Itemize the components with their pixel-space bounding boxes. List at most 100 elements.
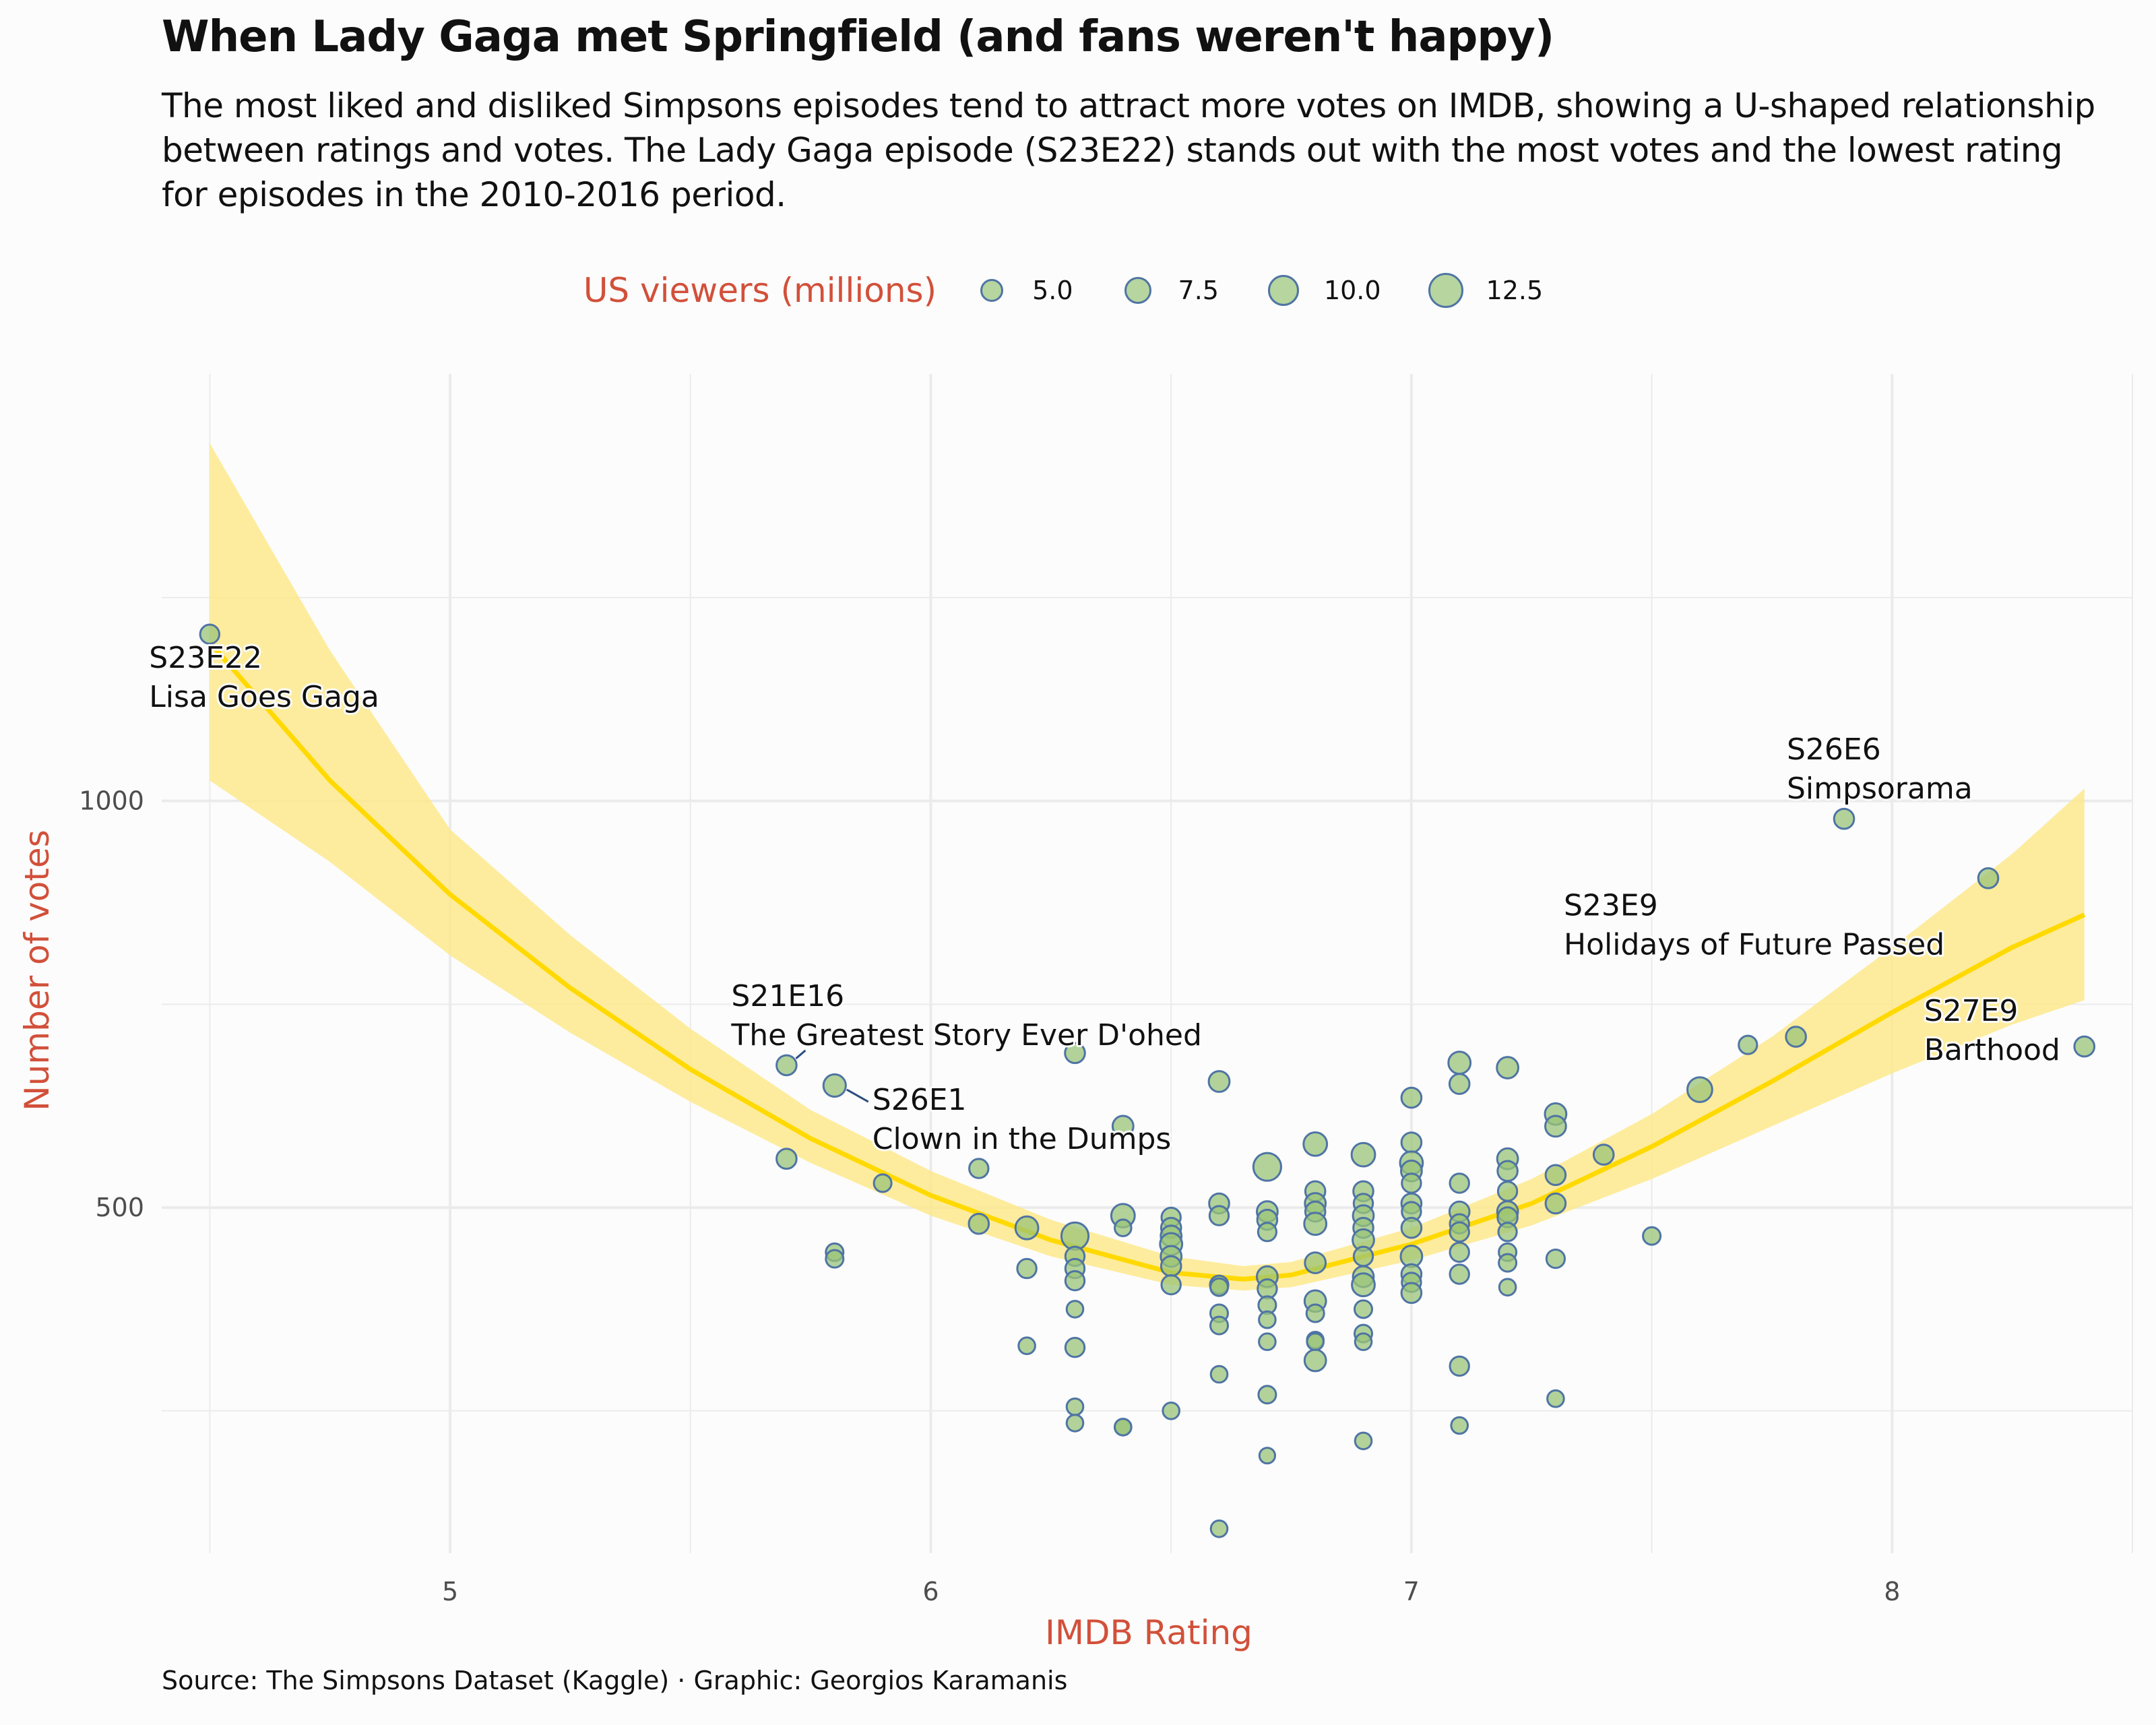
data-point (1258, 1447, 1277, 1465)
data-point (1497, 1222, 1518, 1243)
data-point (1258, 1332, 1277, 1351)
data-point (1544, 1164, 1567, 1187)
data-point (873, 1173, 893, 1193)
data-point (1258, 1310, 1277, 1329)
data-point (1544, 1192, 1567, 1215)
data-point (775, 1148, 798, 1170)
annotation-episode-name: Simpsorama (1787, 772, 1973, 806)
data-point (1350, 1141, 1376, 1168)
annotation-episode-code: S23E22 (149, 641, 262, 675)
data-point (1064, 1270, 1086, 1292)
x-tick-label: 6 (922, 1577, 939, 1606)
source-caption: Source: The Simpsons Dataset (Kaggle) · … (162, 1666, 1068, 1695)
data-point (1064, 1042, 1086, 1065)
annotation-episode-code: S21E16 (731, 979, 844, 1013)
data-point (1401, 1172, 1422, 1194)
legend-circle (1267, 275, 1299, 306)
data-point (1208, 1205, 1230, 1226)
annotation-episode-name: Lisa Goes Gaga (149, 680, 379, 714)
data-point (968, 1212, 990, 1235)
data-point (1400, 1086, 1423, 1109)
annotation-episode-code: S26E1 (873, 1083, 967, 1117)
data-point (1738, 1034, 1758, 1055)
data-point (1114, 1218, 1133, 1237)
data-point (1449, 1355, 1470, 1377)
data-point (1448, 1073, 1471, 1095)
legend-circle (980, 279, 1004, 302)
annotation-episode-name: Barthood (1924, 1033, 2060, 1067)
data-point (1209, 1519, 1229, 1538)
data-point (1209, 1365, 1229, 1384)
annotation-episode-code: S26E6 (1787, 732, 1881, 767)
data-point (1304, 1251, 1327, 1274)
data-point (1160, 1274, 1182, 1296)
data-point (968, 1158, 990, 1179)
data-point (822, 1073, 847, 1098)
data-point (1785, 1026, 1807, 1048)
chart-title: When Lady Gaga met Springfield (and fans… (162, 12, 1554, 62)
data-point (2073, 1035, 2095, 1058)
data-point (1354, 1299, 1373, 1319)
data-point (1016, 1257, 1038, 1280)
x-tick-label: 8 (1884, 1577, 1900, 1606)
data-point (1592, 1143, 1615, 1166)
data-point (1400, 1216, 1423, 1239)
data-point (1351, 1272, 1376, 1298)
x-tick-label: 5 (442, 1577, 458, 1606)
data-point (1209, 1315, 1229, 1336)
data-point (1209, 1277, 1229, 1297)
label-leader-lines (795, 1049, 869, 1103)
leader-line (846, 1088, 869, 1103)
data-point (1017, 1336, 1036, 1355)
data-point (1545, 1249, 1566, 1269)
data-point (1160, 1255, 1182, 1278)
y-tick-label: 1000 (79, 786, 144, 816)
data-point (1303, 1212, 1328, 1236)
data-point (1977, 867, 2000, 889)
data-point (1305, 1303, 1325, 1323)
data-point (1544, 1115, 1567, 1138)
data-point (1642, 1226, 1662, 1246)
annotation-episode-name: Holidays of Future Passed (1564, 927, 1944, 962)
data-point (1306, 1332, 1325, 1351)
data-point (1207, 1070, 1231, 1093)
legend-label: 10.0 (1323, 276, 1381, 305)
data-point (1449, 1221, 1470, 1243)
y-tick-label: 500 (95, 1193, 144, 1222)
data-point (1162, 1402, 1180, 1420)
data-points (199, 623, 2095, 1538)
x-axis-title: IMDB Rating (1045, 1613, 1253, 1652)
legend-item: 10.0 (1262, 269, 1411, 312)
legend-item: 7.5 (1116, 269, 1248, 312)
confidence-ribbon (210, 443, 2085, 1291)
data-point (1496, 1160, 1519, 1183)
data-point (1449, 1263, 1470, 1285)
data-point (1060, 1221, 1090, 1251)
data-point (1498, 1278, 1517, 1297)
y-axis-title: Number of votes (18, 829, 57, 1110)
data-point (825, 1249, 845, 1269)
data-point (1111, 1115, 1135, 1138)
data-point (1303, 1348, 1327, 1373)
data-point (1354, 1431, 1373, 1451)
legend-circle (1428, 273, 1463, 308)
data-point (1252, 1152, 1283, 1182)
data-point (1065, 1398, 1085, 1416)
data-point (1400, 1131, 1423, 1154)
legend-item: 5.0 (970, 269, 1102, 312)
data-point (1064, 1337, 1086, 1358)
annotation-episode-code: S23E9 (1564, 888, 1658, 922)
data-point (1400, 1282, 1423, 1305)
data-point (1354, 1332, 1373, 1351)
x-tick-label: 7 (1403, 1577, 1420, 1606)
annotation-episode-code: S27E9 (1924, 994, 2019, 1028)
annotation-episode-name: Clown in the Dumps (873, 1122, 1172, 1156)
x-axis-ticks: 5 6 7 8 (442, 1577, 1900, 1606)
annotation-episode-name: The Greatest Story Ever D'ohed (730, 1018, 1202, 1053)
legend-label: 5.0 (1032, 276, 1073, 305)
legend-circle (1124, 277, 1151, 304)
leader-line (795, 1049, 806, 1060)
data-point (1302, 1131, 1329, 1157)
legend-label: 7.5 (1178, 276, 1219, 305)
data-point (1447, 1050, 1472, 1075)
